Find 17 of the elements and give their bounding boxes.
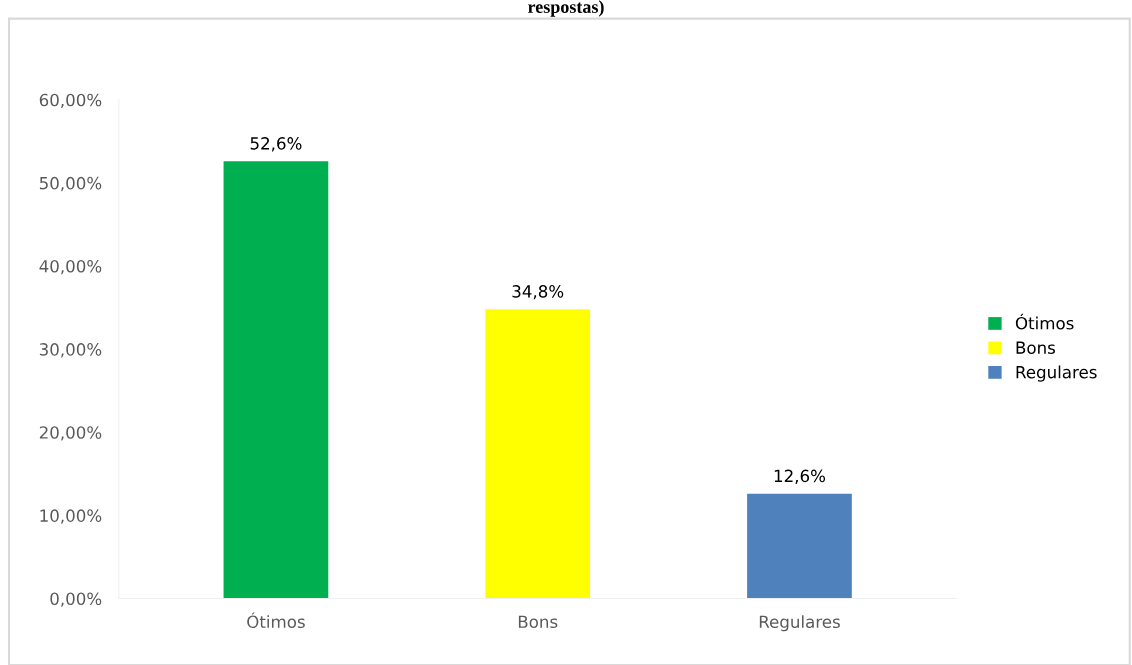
y-tick-label: 40,00% bbox=[39, 259, 102, 275]
y-tick-label: 10,00% bbox=[40, 509, 102, 524]
chart-title: respostas) bbox=[528, 0, 604, 17]
y-tick-label: 30,00% bbox=[39, 343, 102, 358]
data-label: 12,6% bbox=[774, 469, 826, 484]
x-tick-label: Bons bbox=[518, 615, 558, 629]
y-tick-label: 0,00% bbox=[50, 592, 102, 607]
y-tick-label: 60,00% bbox=[39, 93, 102, 109]
y-tick-label: 20,00% bbox=[39, 426, 102, 441]
legend-label: Bons bbox=[1016, 341, 1056, 354]
x-tick-label: Ótimos bbox=[247, 612, 305, 629]
y-tick-label: 50,00% bbox=[39, 176, 102, 192]
x-tick-label: Regulares bbox=[759, 615, 840, 632]
data-label: 52,6% bbox=[250, 137, 302, 152]
legend-label: Ótimos bbox=[1015, 313, 1074, 330]
legend-label: Regulares bbox=[1016, 365, 1097, 382]
data-label: 34,8% bbox=[512, 285, 564, 300]
